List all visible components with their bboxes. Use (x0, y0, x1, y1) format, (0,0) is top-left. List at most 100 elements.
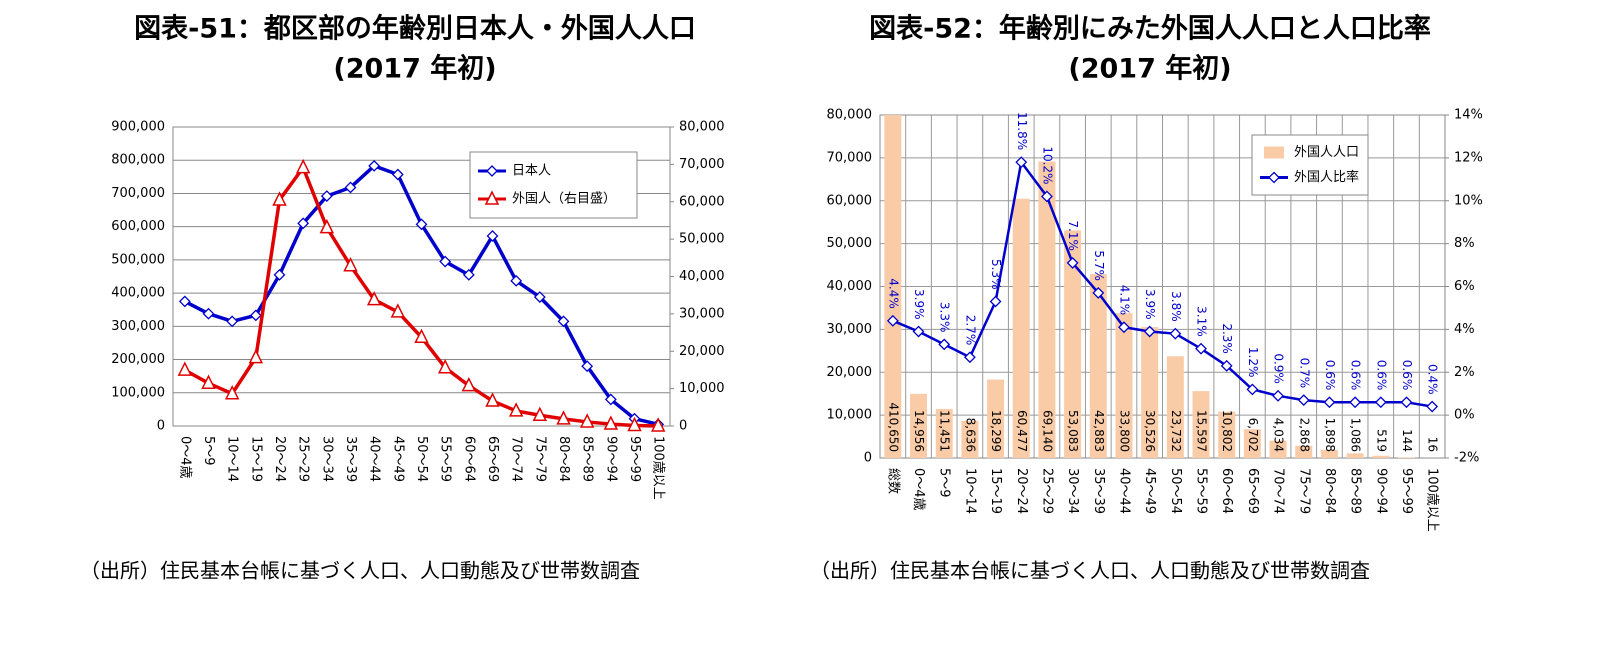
chart-subtitle: (2017 年初) (333, 53, 496, 85)
bar (1166, 356, 1184, 458)
bar (1141, 327, 1159, 458)
x-tick-label: 20～24 (1014, 468, 1029, 514)
x-tick-label: 45～49 (390, 436, 405, 482)
x-tick-label: 80～84 (1322, 468, 1337, 514)
x-tick-label: 95～99 (1399, 468, 1414, 514)
marker (201, 374, 216, 389)
y2-tick-label: 80,000 (679, 120, 725, 135)
legend-swatch (1264, 146, 1284, 159)
y2-tick-label: 0% (1454, 408, 1475, 423)
bar (1269, 440, 1287, 458)
bar (961, 420, 979, 458)
marker (485, 392, 500, 407)
x-tick-label: 55～59 (438, 436, 453, 482)
bar (1038, 161, 1056, 458)
bar (1218, 411, 1236, 458)
x-tick-label: 20～24 (272, 436, 287, 482)
marker (486, 230, 499, 242)
marker (484, 190, 500, 205)
legend-label: 外国人比率 (1294, 169, 1359, 185)
marker (650, 417, 666, 432)
marker (1041, 190, 1053, 203)
plot-frame (879, 114, 1446, 459)
marker (1323, 396, 1336, 409)
marker (1066, 256, 1079, 269)
bar-value-label: 11,451 (938, 410, 952, 452)
marker (366, 290, 382, 306)
x-tick-label: 0～4歳 (911, 468, 926, 511)
marker (437, 359, 453, 374)
marker (319, 218, 335, 234)
x-tick-label: 5～9 (201, 436, 216, 466)
marker (1246, 383, 1259, 396)
x-tick-label: 15～19 (988, 468, 1003, 514)
x-tick-label: 90～94 (1373, 468, 1388, 514)
marker (604, 393, 617, 406)
y-tick-label: 700,000 (111, 186, 165, 201)
x-tick-label: 70～74 (509, 436, 524, 482)
marker (415, 218, 428, 231)
marker (1400, 396, 1413, 409)
marker (989, 295, 1002, 308)
y2-tick-label: 12% (1454, 150, 1483, 165)
y2-tick-label: 10,000 (679, 381, 725, 396)
point-value-label: 10.2% (1040, 146, 1054, 184)
marker (557, 315, 570, 328)
marker (556, 410, 571, 425)
bar (1398, 457, 1415, 458)
y-tick-label: 900,000 (111, 120, 165, 135)
x-tick-label: 40～44 (367, 436, 382, 482)
point-value-label: 3.9% (1143, 289, 1157, 320)
x-tick-label: 15～19 (248, 436, 263, 482)
y-tick-label: 300,000 (111, 319, 165, 334)
marker (295, 158, 311, 174)
bar-value-label: 14,956 (912, 410, 926, 452)
y2-tick-label: 70,000 (679, 157, 725, 172)
marker (272, 191, 287, 206)
y2-tick-label: 4% (1454, 322, 1475, 337)
y2-tick-label: 6% (1454, 279, 1475, 294)
marker (1118, 321, 1130, 334)
x-tick-label: 85～89 (580, 436, 595, 482)
y-tick-label: 50,000 (827, 236, 873, 251)
x-tick-label: 30～34 (319, 436, 334, 482)
marker (391, 168, 404, 181)
y-tick-label: 0 (864, 451, 872, 466)
x-tick-label: 95～99 (627, 436, 642, 482)
chart-title: 図表-52：年齢別にみた外国人人口と人口比率 (869, 13, 1431, 45)
bar-value-label: 144 (1400, 429, 1414, 452)
y-tick-label: 800,000 (111, 153, 165, 168)
marker (510, 274, 523, 287)
x-tick-label: 65～69 (485, 436, 500, 482)
y-tick-label: 100,000 (111, 385, 165, 400)
y-tick-label: 80,000 (827, 108, 873, 123)
x-tick-label: 45～49 (1142, 468, 1157, 514)
x-tick-label: 85～89 (1348, 468, 1363, 514)
marker (1220, 359, 1233, 372)
source: （出所）住民基本台帳に基づく人口、人口動態及び世帯数調査 (80, 559, 640, 583)
marker (226, 315, 239, 328)
y-tick-label: 70,000 (827, 150, 873, 165)
point-value-label: 11.8% (1015, 112, 1029, 150)
y2-tick-label: 8% (1454, 236, 1475, 251)
x-tick-label: 10～14 (225, 436, 240, 482)
marker (461, 376, 477, 392)
bar (1320, 449, 1338, 458)
bar (1192, 391, 1210, 458)
point-value-label: 1.2% (1246, 347, 1260, 378)
bar-value-label: 60,477 (1015, 410, 1029, 452)
bar-value-label: 8,636 (963, 418, 977, 452)
bar-value-label: 2,868 (1297, 418, 1311, 452)
legend-box (1251, 134, 1369, 196)
x-tick-label: 35～39 (343, 436, 358, 482)
marker (177, 361, 193, 376)
bar-value-label: 53,083 (1066, 410, 1080, 452)
point-value-label: 0.6% (1400, 360, 1414, 391)
point-value-label: 2.7% (963, 315, 977, 346)
y2-tick-label: 20,000 (679, 344, 725, 359)
marker (532, 406, 548, 422)
bar-value-label: 69,140 (1040, 410, 1054, 452)
point-value-label: 5.7% (1092, 250, 1106, 281)
marker (1169, 327, 1182, 340)
